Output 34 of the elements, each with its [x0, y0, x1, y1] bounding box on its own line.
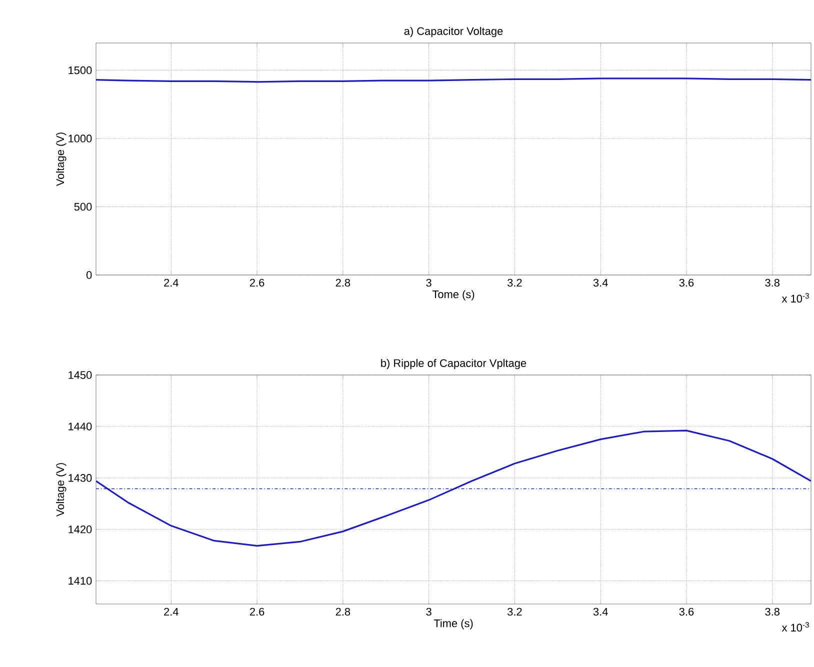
x-tick-label: 3.4 — [593, 278, 608, 287]
x-tick-label: 3 — [426, 278, 432, 287]
y-tick-label: 1450 — [68, 371, 92, 379]
x-tick-label: 2.8 — [336, 278, 350, 287]
x-tick-label: 2.8 — [336, 608, 350, 616]
x-axis-title: Time (s) — [434, 619, 473, 630]
x-tick-label: 3.8 — [765, 608, 780, 616]
chart-title: b) Ripple of Capacitor Vpltage — [381, 358, 526, 370]
y-tick-label: 1500 — [68, 66, 92, 74]
x-tick-label: 2.4 — [164, 278, 178, 286]
y-tick-label: 1420 — [68, 526, 92, 534]
x-tick-label: 3.6 — [679, 608, 694, 616]
line-series — [96, 430, 812, 547]
chart-title: a) Capacitor Voltage — [404, 26, 503, 38]
y-tick-label: 1440 — [68, 422, 92, 430]
x-tick-label: 3.4 — [593, 608, 608, 616]
x-tick-label: 3.2 — [508, 278, 522, 287]
text: x 10$^{-3}$ — [782, 622, 809, 632]
x-axis-title: Tome (s) — [432, 290, 474, 300]
y-tick-label: 0 — [86, 271, 92, 279]
x-tick-label: 2.6 — [250, 278, 264, 287]
y-axis-title: Voltage (V) — [56, 463, 66, 517]
y-tick-label: 500 — [74, 202, 92, 211]
y-tick-label: 1410 — [68, 576, 92, 585]
x-tick-label: 2.6 — [250, 608, 264, 616]
y-tick-label: 1000 — [68, 134, 92, 142]
x-tick-label: 2.4 — [164, 608, 178, 616]
y-axis-title: Voltage (V) — [56, 132, 66, 186]
text: x 10$^{-3}$ — [782, 293, 809, 303]
x-tick-label: 3.2 — [508, 608, 522, 616]
x-tick-label: 3.8 — [765, 278, 780, 287]
y-tick-label: 1430 — [68, 474, 92, 482]
x-tick-label: 3.6 — [679, 278, 694, 287]
x-tick-label: 3 — [426, 608, 432, 616]
